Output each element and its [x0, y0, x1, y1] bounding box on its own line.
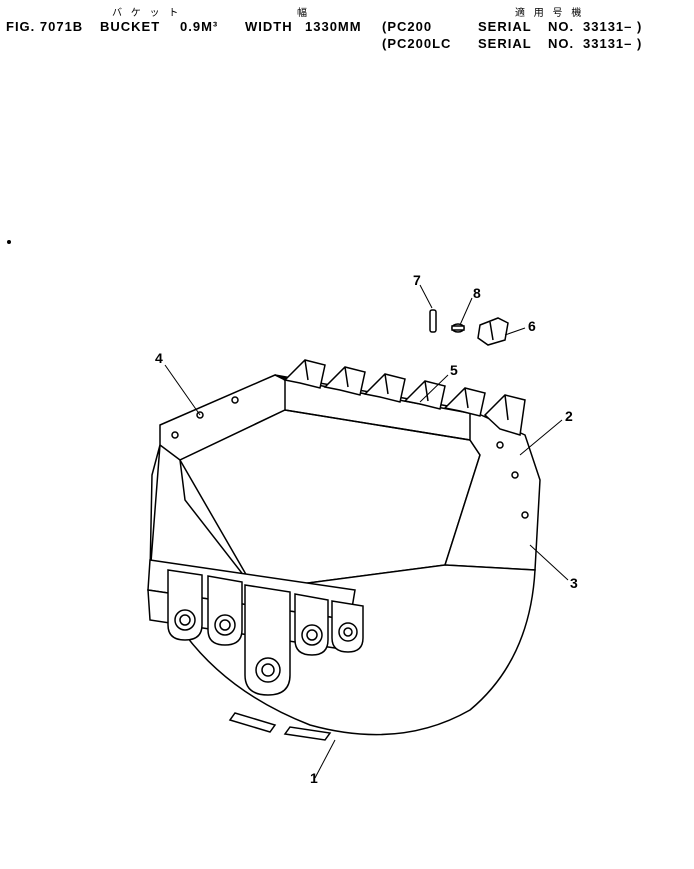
callout-6: 6: [528, 318, 536, 334]
bucket-svg: [90, 280, 610, 780]
model1: (PC200: [382, 19, 432, 34]
callout-7: 7: [413, 272, 421, 288]
fig-number: FIG. 7071B: [6, 19, 83, 34]
dot-marker: [7, 240, 11, 244]
jp-bucket-label: バ ケ ッ ト: [112, 4, 181, 19]
callout-8: 8: [473, 285, 481, 301]
callout-3: 3: [570, 575, 578, 591]
model2: (PC200LC: [382, 36, 451, 51]
serial-num2: 33131– ): [583, 36, 642, 51]
jp-serial-label: 適 用 号 機: [515, 4, 584, 19]
bucket-diagram: 1 2 3 4 5 6 7 8: [90, 280, 610, 780]
product-name: BUCKET: [100, 19, 160, 34]
no-label2: NO.: [548, 36, 574, 51]
width-value: 1330MM: [305, 19, 362, 34]
serial-label2: SERIAL: [478, 36, 532, 51]
callout-1: 1: [310, 770, 318, 786]
jp-width-label: 幅: [297, 4, 310, 19]
serial-label1: SERIAL: [478, 19, 532, 34]
callout-2: 2: [565, 408, 573, 424]
serial-num1: 33131– ): [583, 19, 642, 34]
no-label1: NO.: [548, 19, 574, 34]
callout-5: 5: [450, 362, 458, 378]
capacity: 0.9M³: [180, 19, 218, 34]
callout-4: 4: [155, 350, 163, 366]
width-label: WIDTH: [245, 19, 293, 34]
